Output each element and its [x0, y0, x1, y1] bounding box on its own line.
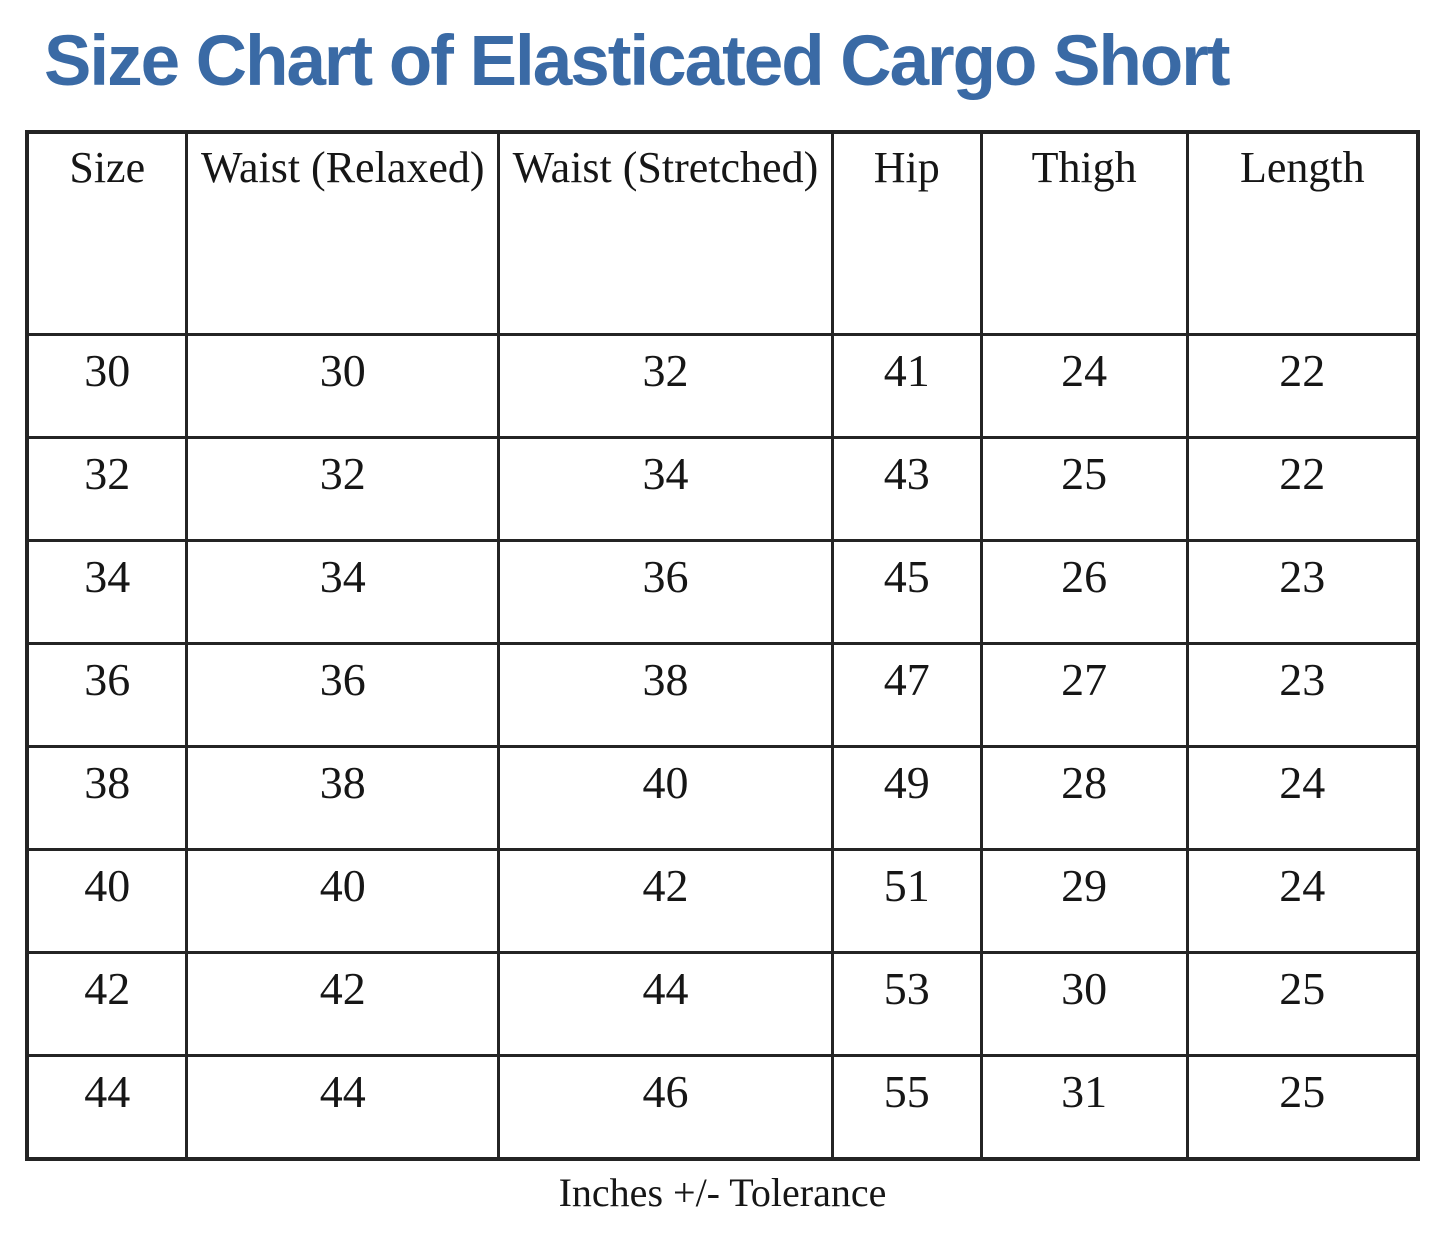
table-cell: 32: [497, 332, 834, 439]
table-cell: 38: [25, 744, 189, 851]
size-chart-table: Size Waist (Relaxed) Waist (Stretched) Hip T…: [25, 129, 1420, 1161]
table-cell: 22: [1185, 435, 1420, 542]
table-row: 38 38 40 49 28 24: [25, 744, 1420, 851]
table-cell: 26: [979, 538, 1189, 645]
table-cell: 51: [830, 847, 983, 954]
table-row: 30 30 32 41 24 22: [25, 332, 1420, 439]
table-cell: 36: [497, 538, 834, 645]
table-cell: 23: [1185, 641, 1420, 748]
table-cell: 38: [497, 641, 834, 748]
column-header-thigh: Thigh: [979, 130, 1189, 336]
table-cell: 42: [185, 950, 501, 1057]
table-cell: 34: [185, 538, 501, 645]
table-cell: 43: [830, 435, 983, 542]
column-header-waist-stretched: Waist (Stretched): [497, 130, 834, 336]
column-header-hip: Hip: [830, 130, 983, 336]
table-cell: 44: [185, 1053, 501, 1161]
table-cell: 30: [25, 332, 189, 439]
table-cell: 42: [25, 950, 189, 1057]
table-cell: 25: [1185, 950, 1420, 1057]
table-cell: 40: [25, 847, 189, 954]
table-cell: 29: [979, 847, 1189, 954]
table-cell: 36: [185, 641, 501, 748]
table-row: 42 42 44 53 30 25: [25, 950, 1420, 1057]
table-cell: 42: [497, 847, 834, 954]
table-cell: 53: [830, 950, 983, 1057]
table-cell: 36: [25, 641, 189, 748]
tolerance-note: Inches +/- Tolerance: [558, 1169, 887, 1215]
table-cell: 22: [1185, 332, 1420, 439]
table-cell: 55: [830, 1053, 983, 1161]
table-cell: 40: [185, 847, 501, 954]
table-cell: 47: [830, 641, 983, 748]
size-table-header-row: Size Waist (Relaxed) Waist (Stretched) Hip T…: [25, 130, 1420, 336]
table-cell: 23: [1185, 538, 1420, 645]
table-cell: 24: [1185, 744, 1420, 851]
table-cell: 34: [25, 538, 189, 645]
table-cell: 25: [979, 435, 1189, 542]
table-row: 34 34 36 45 26 23: [25, 538, 1420, 645]
column-header-waist-relaxed: Waist (Relaxed): [185, 130, 501, 336]
page-title: Size Chart of Elasticated Cargo Short: [44, 22, 1231, 101]
table-cell: 32: [185, 435, 501, 542]
table-cell: 46: [497, 1053, 834, 1161]
table-cell: 45: [830, 538, 983, 645]
table-cell: 24: [1185, 847, 1420, 954]
table-cell: 41: [830, 332, 983, 439]
table-cell: 44: [25, 1053, 189, 1161]
table-cell: 38: [185, 744, 501, 851]
table-cell: 24: [979, 332, 1189, 439]
table-cell: 44: [497, 950, 834, 1057]
table-row: 44 44 46 55 31 25: [25, 1053, 1420, 1161]
size-table-body: 30 30 32 41 24 22 32 32 34 43 25 22 34 34 36 45 26 23 36 36…: [25, 332, 1420, 1161]
table-cell: 25: [1185, 1053, 1420, 1161]
table-cell: 28: [979, 744, 1189, 851]
table-cell: 49: [830, 744, 983, 851]
column-header-length: Length: [1185, 130, 1420, 336]
table-cell: 30: [185, 332, 501, 439]
table-cell: 34: [497, 435, 834, 542]
table-row: 40 40 42 51 29 24: [25, 847, 1420, 954]
table-cell: 40: [497, 744, 834, 851]
table-cell: 27: [979, 641, 1189, 748]
table-cell: 31: [979, 1053, 1189, 1161]
table-cell: 30: [979, 950, 1189, 1057]
column-header-size: Size: [25, 130, 189, 336]
table-cell: 32: [25, 435, 189, 542]
table-row: 36 36 38 47 27 23: [25, 641, 1420, 748]
table-row: 32 32 34 43 25 22: [25, 435, 1420, 542]
